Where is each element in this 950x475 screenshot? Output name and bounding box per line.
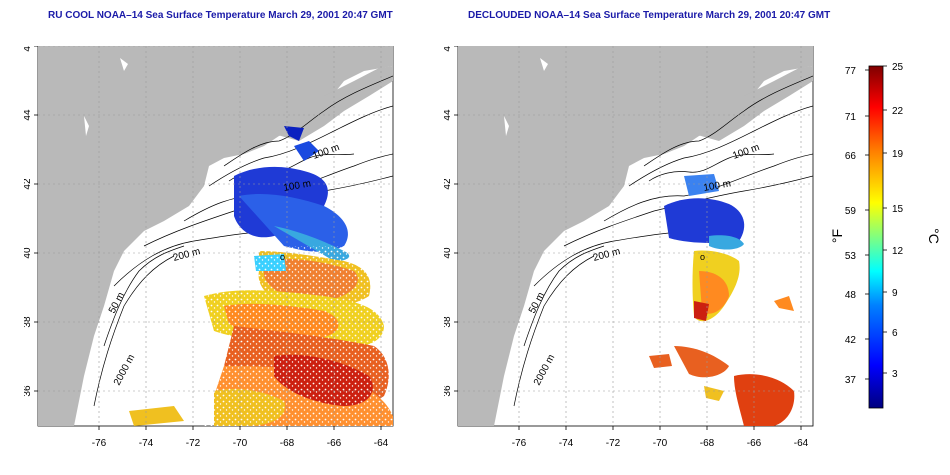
land-mass bbox=[458, 46, 813, 426]
x-tick-label: -64 bbox=[794, 438, 809, 449]
right-panel-title: DECLOUDED NOAA–14 Sea Surface Temperatur… bbox=[468, 10, 831, 21]
left-sst-map: 100 m 100 m 200 m 50 m 2000 m o -76 -74 … bbox=[24, 46, 394, 449]
nova-scotia bbox=[694, 66, 813, 141]
y-tick-label: 42 bbox=[24, 178, 33, 190]
fahrenheit-tick: 37 bbox=[845, 375, 857, 386]
y-tick-label: 40 bbox=[444, 247, 453, 259]
fahrenheit-tick: 77 bbox=[845, 66, 857, 77]
x-tick-label: -72 bbox=[186, 438, 201, 449]
celsius-tick: 9 bbox=[892, 288, 898, 299]
contour-label-100m: 100 m bbox=[703, 178, 732, 194]
fahrenheit-tick: 53 bbox=[845, 251, 857, 262]
contour-label-100m: 100 m bbox=[283, 178, 312, 194]
colorbar-gradient bbox=[868, 65, 884, 409]
y-tick-label: 46 bbox=[24, 46, 33, 52]
celsius-tick: 15 bbox=[892, 204, 904, 215]
x-tick-label: -76 bbox=[92, 438, 107, 449]
land-mass bbox=[38, 46, 393, 426]
sst-cold-water bbox=[234, 126, 350, 261]
fahrenheit-tick: 42 bbox=[845, 335, 857, 346]
nova-scotia bbox=[274, 66, 393, 141]
sst-warm-water bbox=[649, 250, 795, 426]
fahrenheit-tick: 48 bbox=[845, 290, 857, 301]
y-tick-label: 36 bbox=[444, 385, 453, 397]
x-tick-label: -74 bbox=[559, 438, 574, 449]
y-tick-label: 44 bbox=[24, 109, 33, 121]
x-tick-label: -66 bbox=[747, 438, 762, 449]
celsius-tick: 12 bbox=[892, 246, 904, 257]
y-tick-label: 38 bbox=[24, 316, 33, 328]
x-tick-label: -68 bbox=[700, 438, 715, 449]
x-tick-label: -74 bbox=[139, 438, 154, 449]
sst-cold-water bbox=[664, 174, 745, 250]
left-panel-title: RU COOL NOAA–14 Sea Surface Temperature … bbox=[48, 10, 393, 21]
y-tick-label: 42 bbox=[444, 178, 453, 190]
buoy-marker: o bbox=[280, 252, 285, 262]
sst-warm-water bbox=[129, 246, 393, 426]
x-tick-label: -68 bbox=[280, 438, 295, 449]
y-tick-label: 36 bbox=[24, 385, 33, 397]
celsius-tick: 19 bbox=[892, 149, 904, 160]
buoy-marker: o bbox=[700, 252, 705, 262]
celsius-axis-label: °C bbox=[926, 228, 942, 244]
x-tick-label: -66 bbox=[327, 438, 342, 449]
y-tick-label: 40 bbox=[24, 247, 33, 259]
x-tick-label: -72 bbox=[606, 438, 621, 449]
celsius-tick: 22 bbox=[892, 106, 904, 117]
y-tick-label: 46 bbox=[444, 46, 453, 52]
x-tick-label: -70 bbox=[653, 438, 668, 449]
x-tick-label: -70 bbox=[233, 438, 248, 449]
fahrenheit-tick: 59 bbox=[845, 206, 857, 217]
celsius-tick: 25 bbox=[892, 62, 904, 73]
fahrenheit-tick: 71 bbox=[845, 112, 857, 123]
y-tick-label: 38 bbox=[444, 316, 453, 328]
right-sst-map: 100 m 100 m 200 m 50 m 2000 m o -76 -74 … bbox=[444, 46, 814, 449]
x-tick-label: -64 bbox=[374, 438, 389, 449]
fahrenheit-axis-label: °F bbox=[829, 229, 845, 243]
y-tick-label: 44 bbox=[444, 109, 453, 121]
temperature-colorbar: 77 71 66 59 53 48 42 37 25 22 19 15 12 9… bbox=[829, 62, 942, 409]
celsius-tick: 3 bbox=[892, 369, 898, 380]
x-tick-label: -76 bbox=[512, 438, 527, 449]
celsius-tick: 6 bbox=[892, 328, 898, 339]
fahrenheit-tick: 66 bbox=[845, 151, 857, 162]
